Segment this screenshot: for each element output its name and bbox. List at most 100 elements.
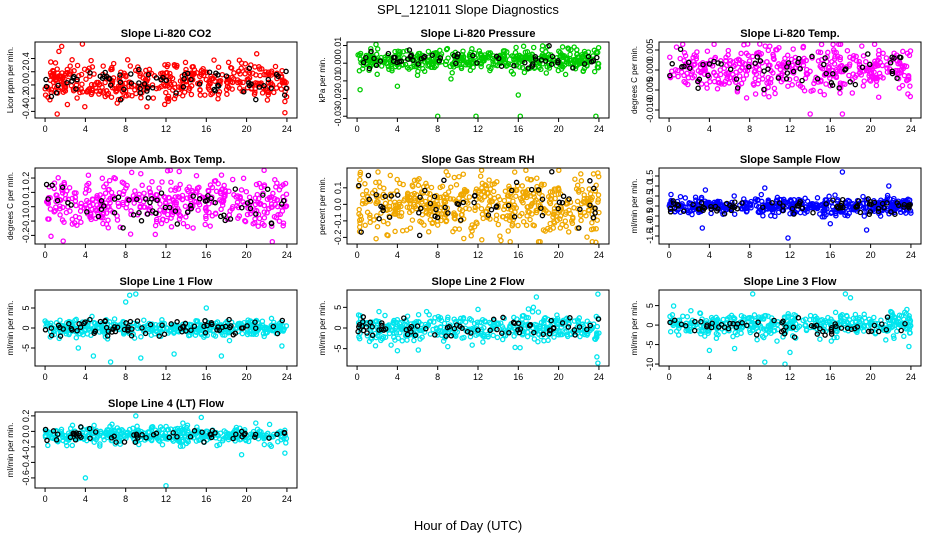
data-point [160, 81, 167, 88]
x-tick-label: 16 [513, 250, 523, 260]
reference-point [859, 64, 866, 71]
data-point [152, 222, 159, 229]
data-point [675, 332, 682, 338]
data-point [372, 343, 379, 349]
reference-point [106, 76, 113, 82]
reference-point [136, 209, 142, 216]
data-point [685, 75, 692, 81]
data-point [201, 72, 207, 79]
data-point [590, 171, 597, 177]
data-point [743, 50, 750, 57]
data-point [787, 349, 793, 356]
reference-point [95, 213, 102, 220]
data-point [498, 237, 504, 244]
reference-point [669, 61, 675, 67]
reference-point [396, 59, 402, 65]
data-point [768, 206, 775, 213]
reference-point [765, 66, 771, 72]
data-point [490, 58, 496, 64]
reference-point [829, 82, 836, 88]
y-axis-label: kPa per min. [318, 58, 327, 103]
data-point [426, 312, 432, 318]
data-point [138, 95, 144, 101]
data-point [357, 86, 363, 93]
data-point [224, 83, 231, 90]
reference-point [838, 204, 844, 211]
reference-point [866, 211, 873, 218]
x-tick-label: 4 [83, 124, 88, 134]
reference-point [867, 199, 874, 205]
data-point [272, 176, 278, 183]
data-point [128, 169, 135, 176]
reference-point [471, 193, 478, 199]
data-point [595, 170, 601, 176]
reference-point [539, 212, 546, 219]
reference-point [144, 85, 151, 91]
data-point [725, 70, 731, 76]
reference-point [415, 61, 421, 67]
data-point [777, 66, 784, 73]
data-point [543, 70, 550, 76]
data-point [897, 60, 903, 67]
data-point [527, 216, 533, 223]
data-point [470, 64, 476, 71]
data-point [722, 78, 729, 85]
data-point [510, 205, 517, 211]
data-point [234, 199, 241, 206]
x-tick-label: 4 [707, 372, 712, 382]
data-point [235, 68, 242, 75]
data-point [78, 71, 85, 78]
data-point [883, 337, 889, 343]
data-point [490, 188, 497, 195]
data-point [852, 311, 859, 318]
data-point [425, 229, 432, 235]
data-point [180, 220, 187, 227]
data-point [421, 68, 428, 75]
x-tick-label: 12 [161, 250, 171, 260]
panel-title: Slope Li-820 CO2 [121, 28, 211, 40]
reference-point [769, 200, 775, 206]
reference-point [145, 71, 152, 78]
data-point [88, 57, 94, 64]
reference-point [134, 196, 140, 203]
data-point [387, 172, 394, 179]
data-point [252, 201, 259, 208]
x-tick-label: 12 [473, 250, 483, 260]
data-point [161, 101, 168, 108]
data-point [856, 61, 863, 68]
data-point [84, 197, 90, 204]
data-point [265, 92, 271, 98]
data-point [66, 184, 73, 191]
data-point [203, 305, 210, 311]
reference-point [809, 53, 815, 60]
y-tick-label: -10 [645, 358, 655, 371]
data-point [86, 85, 93, 92]
data-point [357, 213, 364, 219]
data-point [819, 214, 825, 220]
reference-point [700, 61, 706, 68]
data-point [374, 46, 381, 52]
data-point [591, 68, 598, 75]
reference-point [130, 212, 137, 218]
data-point [721, 65, 728, 72]
data-point [536, 190, 543, 196]
data-point [252, 64, 258, 70]
data-point [357, 169, 364, 176]
reference-point [358, 229, 364, 235]
data-point [743, 65, 750, 71]
data-point [224, 91, 230, 97]
reference-point [542, 58, 549, 64]
data-point [282, 98, 288, 105]
data-point [517, 195, 524, 202]
data-point [272, 195, 278, 202]
data-point [477, 50, 483, 57]
reference-point [460, 199, 467, 206]
reference-point [733, 76, 740, 82]
data-point [787, 198, 793, 204]
data-point [876, 201, 883, 207]
data-point [493, 216, 499, 223]
data-point [556, 167, 562, 174]
reference-point [416, 232, 423, 239]
